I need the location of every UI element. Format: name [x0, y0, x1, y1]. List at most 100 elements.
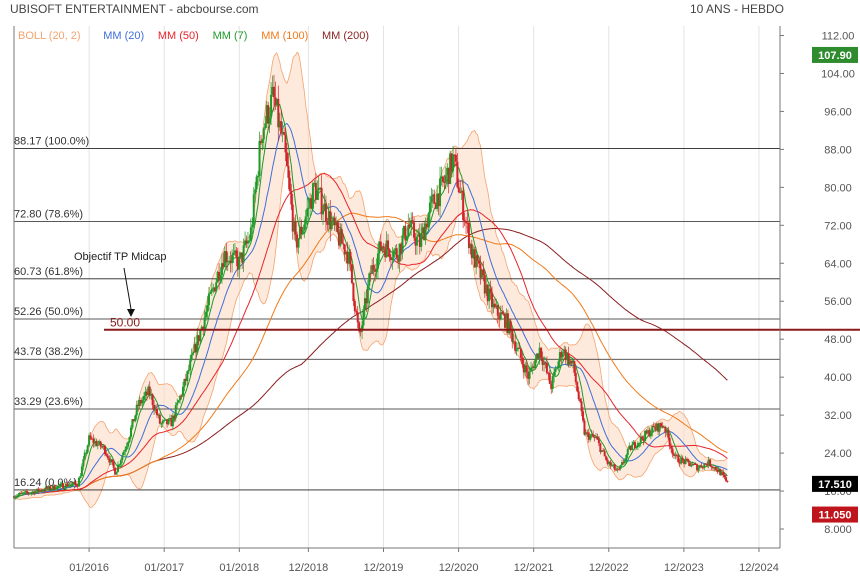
candle-body [274, 97, 277, 106]
candle-body [73, 482, 76, 484]
candle-body [639, 436, 642, 443]
candle-body [56, 485, 59, 490]
candle-body [375, 268, 378, 272]
candle-body [726, 480, 729, 482]
candle-body [447, 167, 450, 185]
candle-body [98, 441, 101, 445]
candle-body [625, 454, 628, 461]
fibonacci-label: 52.26 (50.0%) [14, 306, 83, 318]
candle-body [586, 432, 589, 434]
candle-body [426, 223, 429, 228]
candle-body [313, 182, 316, 184]
candle-body [92, 438, 95, 444]
candle-body [424, 223, 427, 241]
candle-body [132, 419, 135, 422]
candle-body [41, 490, 44, 492]
candle-body [518, 347, 521, 349]
candle-body [548, 373, 551, 384]
candle-body [710, 466, 713, 468]
candle-body [150, 394, 153, 396]
candle-body [112, 462, 115, 468]
candle-body [385, 240, 388, 258]
candle-body [105, 454, 108, 456]
candle-body [440, 176, 443, 179]
target-line-label: 50.00 [110, 316, 140, 330]
y-tick-label: 8.000 [824, 524, 852, 536]
candle-body [485, 284, 488, 294]
candle-body [34, 491, 37, 494]
candle-body [20, 492, 23, 494]
candle-body [359, 331, 362, 333]
candle-body [589, 435, 592, 440]
candle-body [314, 182, 317, 200]
candlesticks [13, 74, 729, 500]
candle-body [469, 244, 472, 249]
candle-body [235, 250, 238, 257]
candle-body [46, 487, 49, 489]
candle-body [488, 288, 491, 302]
candle-body [173, 415, 176, 419]
candle-body [671, 448, 674, 455]
candle-body [258, 140, 261, 176]
candle-body [57, 485, 60, 487]
candle-body [723, 474, 726, 478]
candle-body [441, 176, 444, 182]
candle-body [296, 234, 299, 248]
x-tick-label: 01/2018 [219, 562, 259, 574]
legend-entry: MM (7) [213, 30, 248, 42]
candle-body [212, 287, 215, 289]
candle-body [554, 368, 557, 372]
candle-body [437, 193, 440, 207]
candle-body [59, 483, 62, 486]
candle-body [229, 260, 232, 264]
y-tick-label: 80.00 [824, 182, 852, 194]
candle-body [420, 233, 423, 247]
candle-body [612, 464, 615, 466]
candle-body [551, 376, 554, 390]
candle-body [309, 198, 312, 208]
price-badge-label: 17.510 [818, 479, 852, 491]
candle-body [233, 250, 236, 253]
candle-body [722, 472, 725, 475]
candle-body [67, 485, 70, 487]
candle-body [119, 460, 122, 465]
candle-body [499, 312, 502, 320]
candle-body [306, 208, 309, 217]
candle-body [206, 305, 209, 312]
y-tick-label: 56.00 [824, 296, 852, 308]
candle-body [515, 349, 518, 351]
candle-body [564, 349, 567, 361]
candle-body [267, 105, 270, 124]
candle-body [116, 464, 119, 472]
candle-body [597, 439, 600, 444]
candle-body [248, 240, 251, 242]
candle-body [337, 232, 340, 246]
candle-body [140, 400, 143, 404]
price-badge [812, 46, 858, 63]
y-tick-label: 96.00 [824, 106, 852, 118]
candle-body [145, 391, 148, 396]
candle-body [223, 251, 226, 268]
candle-body [121, 455, 124, 461]
candle-body [70, 483, 73, 485]
candle-body [246, 240, 249, 244]
candle-body [96, 444, 99, 447]
candle-body [259, 140, 262, 144]
candle-body [363, 298, 366, 310]
candle-body [262, 128, 265, 140]
candle-body [88, 435, 91, 446]
candle-body [642, 438, 645, 441]
price-badge [812, 506, 858, 523]
candle-body [193, 344, 196, 353]
candle-body [300, 226, 303, 235]
candle-body [703, 463, 706, 468]
legend-entry: BOLL (20, 2) [18, 30, 81, 42]
candle-body [472, 249, 475, 259]
price-badge-label: 11.050 [818, 510, 851, 522]
candle-body [714, 467, 717, 471]
candle-body [261, 139, 264, 144]
fibonacci-label: 16.24 (0.0%) [14, 477, 77, 489]
candle-body [662, 427, 665, 429]
candle-body [647, 430, 650, 434]
